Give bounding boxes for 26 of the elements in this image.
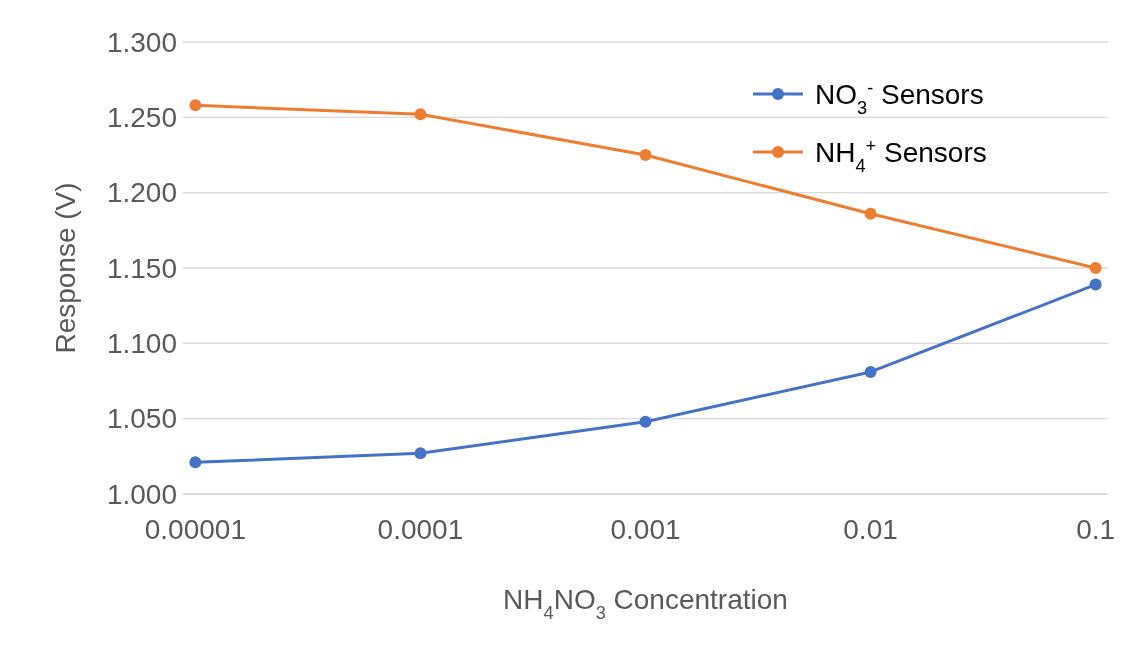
point [189,99,202,112]
point [1089,262,1102,274]
point [1089,278,1102,291]
y-tick-label: 1.200 [106,177,177,209]
x-tick-label: 0.001 [610,514,681,545]
y-axis-title: Response (V) [50,182,81,354]
y-tick-label: 1.250 [106,102,177,134]
x-tick-label: 0.1 [1076,514,1116,545]
point [189,456,202,469]
y-tick-label: 1.050 [106,403,177,435]
point [864,207,877,220]
point [639,149,652,161]
y-tick-label: 1.300 [106,26,177,58]
legend-label: NO$_{3}$$^{-}$ Sensors [815,77,984,118]
y-tick-label: 1.100 [106,328,177,360]
point [414,447,427,460]
x-tick-label: 0.00001 [144,514,246,545]
x-axis-title: NH$_{4}$NO$_{3}$ Concentration [503,584,788,623]
point [864,365,877,378]
legend-label: NH$_{4}$$^{+}$ Sensors [815,135,987,176]
y-tick-label: 1.000 [106,478,177,510]
y-tick-label: 1.150 [106,252,177,284]
point [414,108,427,121]
point [639,415,652,428]
x-tick-label: 0.01 [843,514,898,545]
x-tick-label: 0.0001 [377,514,464,545]
